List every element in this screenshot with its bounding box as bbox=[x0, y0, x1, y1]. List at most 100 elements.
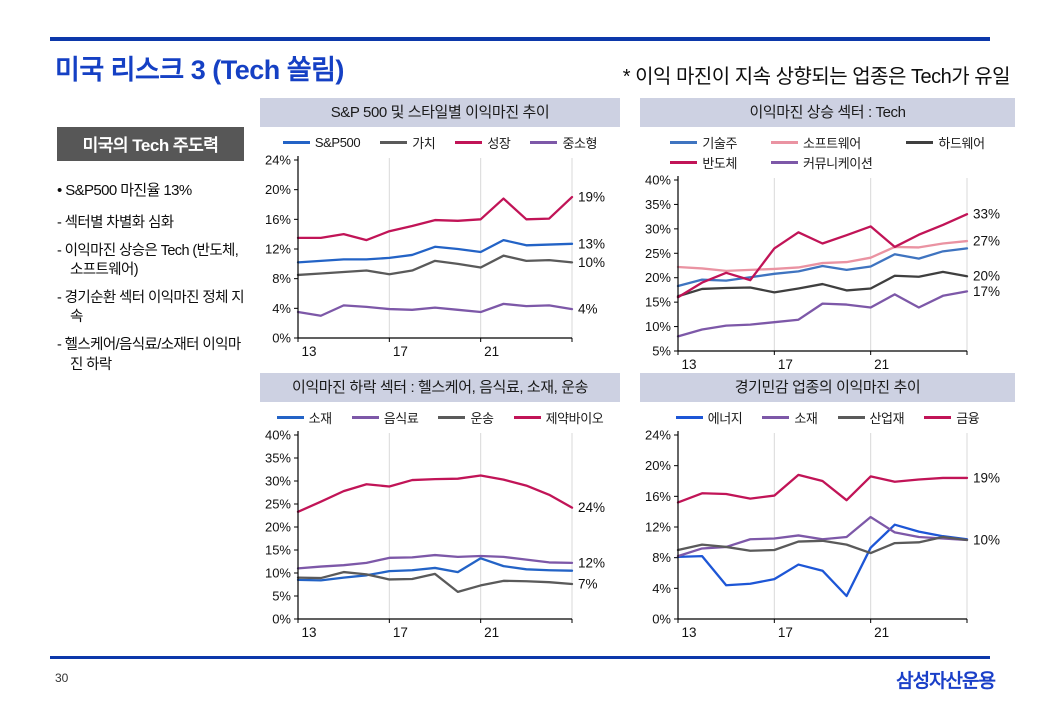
sidebar-item: - 경기순환 섹터 이익마진 정체 지속 bbox=[57, 290, 245, 326]
sidebar-item: - 헬스케어/음식료/소재터 이익마진 하락 bbox=[57, 337, 241, 373]
legend-item: 가치 bbox=[380, 133, 436, 152]
page-subtitle: * 이익 마진이 지속 상향되는 업종은 Tech가 유일 bbox=[622, 66, 1011, 88]
svg-text:13: 13 bbox=[301, 625, 316, 640]
svg-text:20%: 20% bbox=[645, 270, 671, 285]
svg-text:35%: 35% bbox=[645, 197, 671, 212]
svg-text:21: 21 bbox=[874, 625, 889, 640]
svg-text:25%: 25% bbox=[265, 497, 291, 512]
svg-text:4%: 4% bbox=[578, 302, 598, 317]
legend-item: 소프트웨어 bbox=[771, 133, 872, 152]
legend-item: 에너지 bbox=[675, 408, 743, 427]
legend-line-swatch bbox=[675, 416, 703, 419]
svg-text:40%: 40% bbox=[265, 428, 291, 443]
svg-text:0%: 0% bbox=[272, 612, 291, 627]
legend-line-swatch bbox=[438, 416, 466, 419]
svg-text:33%: 33% bbox=[973, 207, 1000, 222]
sidebar-item: - 이익마진 상승은 Tech (반도체,소프트웨어) bbox=[57, 242, 239, 279]
legend-label: 가치 bbox=[412, 136, 436, 151]
sidebar: 미국의 Tech 주도력 • S&P500 마진율 13% - 섹터별 차별화 … bbox=[57, 127, 245, 384]
svg-text:0%: 0% bbox=[272, 331, 291, 346]
legend-label: S&P500 bbox=[314, 135, 361, 150]
svg-text:4%: 4% bbox=[272, 301, 291, 316]
svg-text:27%: 27% bbox=[973, 234, 1000, 249]
legend-item: 성장 bbox=[455, 133, 511, 152]
svg-text:20%: 20% bbox=[645, 458, 671, 473]
svg-text:5%: 5% bbox=[272, 589, 291, 604]
legend-label: 하드웨어 bbox=[938, 136, 985, 151]
legend-line-swatch bbox=[670, 161, 698, 164]
legend-label: 커뮤니케이션 bbox=[803, 156, 873, 171]
svg-text:40%: 40% bbox=[645, 173, 671, 188]
legend-line-swatch bbox=[771, 141, 799, 144]
svg-text:24%: 24% bbox=[578, 500, 605, 515]
page-number: 30 bbox=[55, 671, 69, 685]
svg-text:10%: 10% bbox=[265, 566, 291, 581]
legend-line-swatch bbox=[762, 416, 790, 419]
svg-text:17%: 17% bbox=[973, 284, 1000, 299]
legend-line-swatch bbox=[530, 141, 558, 144]
legend-label: 기술주 bbox=[702, 136, 738, 151]
svg-text:20%: 20% bbox=[973, 269, 1000, 284]
svg-text:8%: 8% bbox=[652, 550, 671, 565]
legend-item: 커뮤니케이션 bbox=[771, 153, 873, 172]
svg-text:10%: 10% bbox=[645, 319, 671, 334]
svg-text:13: 13 bbox=[681, 625, 696, 640]
sidebar-bullet: • S&P500 마진율 13% bbox=[57, 182, 192, 199]
chart-legend: S&P500 가치 성장 중소형 bbox=[260, 133, 620, 152]
svg-text:15%: 15% bbox=[265, 543, 291, 558]
svg-text:12%: 12% bbox=[645, 520, 671, 535]
chart-title: S&P 500 및 스타일별 이익마진 추이 bbox=[260, 98, 620, 127]
legend-item: 기술주 bbox=[670, 133, 737, 152]
sidebar-body: • S&P500 마진율 13% - 섹터별 차별화 심화 - 이익마진 상승은… bbox=[57, 181, 245, 375]
svg-text:20%: 20% bbox=[265, 182, 291, 197]
svg-text:21: 21 bbox=[484, 344, 499, 359]
legend-line-swatch bbox=[282, 141, 310, 144]
top-rule bbox=[50, 37, 990, 41]
svg-text:7%: 7% bbox=[578, 577, 598, 592]
legend-line-swatch bbox=[837, 416, 865, 419]
chart-legend: 에너지 소재 산업재 금융 bbox=[640, 408, 1015, 427]
svg-text:35%: 35% bbox=[265, 451, 291, 466]
legend-item: 금융 bbox=[924, 408, 980, 427]
svg-text:17: 17 bbox=[393, 625, 408, 640]
legend-item: 소재 bbox=[762, 408, 818, 427]
sidebar-item: - 섹터별 차별화 심화 bbox=[57, 214, 174, 231]
svg-text:21: 21 bbox=[874, 357, 889, 372]
company-logo: 삼성자산운용 bbox=[896, 671, 996, 692]
svg-text:13: 13 bbox=[681, 357, 696, 372]
svg-text:24%: 24% bbox=[265, 153, 291, 168]
legend-line-swatch bbox=[670, 141, 698, 144]
svg-text:19%: 19% bbox=[578, 190, 605, 205]
legend-item: 음식료 bbox=[351, 408, 419, 427]
svg-text:21: 21 bbox=[484, 625, 499, 640]
chart-title: 이익마진 하락 섹터 : 헬스케어, 음식료, 소재, 운송 bbox=[260, 373, 620, 402]
chart-panel-tech-sectors: 이익마진 상승 섹터 : Tech 기술주 소프트웨어 하드웨어 반도체 커뮤니케이션 … bbox=[640, 98, 1015, 382]
legend-label: 성장 bbox=[487, 136, 511, 151]
legend-label: 제약바이오 bbox=[545, 411, 604, 426]
svg-text:20%: 20% bbox=[265, 520, 291, 535]
svg-text:30%: 30% bbox=[265, 474, 291, 489]
legend-label: 금융 bbox=[956, 411, 980, 426]
chart-title: 이익마진 상승 섹터 : Tech bbox=[640, 98, 1015, 127]
legend-line-swatch bbox=[276, 416, 304, 419]
chart-title: 경기민감 업종의 이익마진 추이 bbox=[640, 373, 1015, 402]
legend-label: 반도체 bbox=[702, 156, 738, 171]
chart-panel-style-margins: S&P 500 및 스타일별 이익마진 추이 S&P500 가치 성장 중소형 0% 4… bbox=[260, 98, 620, 369]
svg-text:12%: 12% bbox=[265, 242, 291, 257]
chart-plot-svg: 0% 4% 8% 12% 16% 20% 24% 13 17 21 10% 19% bbox=[645, 428, 1000, 641]
chart-panel-declining-sectors: 이익마진 하락 섹터 : 헬스케어, 음식료, 소재, 운송 소재 음식료 운송 제약… bbox=[260, 373, 620, 650]
legend-item: 반도체 bbox=[670, 153, 737, 172]
legend-item: 제약바이오 bbox=[513, 408, 604, 427]
legend-label: 소재 bbox=[794, 411, 818, 426]
svg-text:4%: 4% bbox=[652, 581, 671, 596]
legend-line-swatch bbox=[924, 416, 952, 419]
chart-plot-svg: 0% 4% 8% 12% 16% 20% 24% 13 17 21 13% 10% 19% 4% bbox=[265, 153, 605, 360]
svg-text:13: 13 bbox=[301, 344, 316, 359]
legend-label: 에너지 bbox=[707, 411, 743, 426]
legend-label: 중소형 bbox=[562, 136, 598, 151]
legend-line-swatch bbox=[771, 161, 799, 164]
chart-plot-svg: 5% 10% 15% 20% 25% 30% 35% 40% 13 17 21 27% 20% 33% 17… bbox=[645, 173, 1000, 373]
legend-item: 중소형 bbox=[530, 133, 598, 152]
legend-label: 소재 bbox=[308, 411, 333, 426]
